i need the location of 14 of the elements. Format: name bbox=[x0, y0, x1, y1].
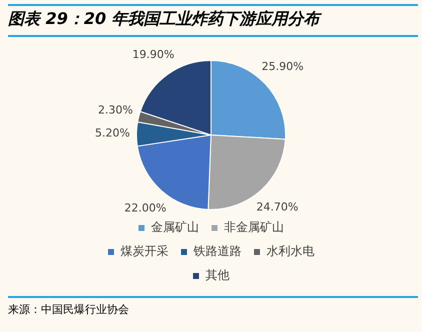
data-label: 19.90% bbox=[132, 48, 174, 61]
legend-label: 水利水电 bbox=[266, 244, 314, 258]
legend-label: 铁路道路 bbox=[192, 244, 242, 258]
data-label: 5.20% bbox=[95, 126, 130, 140]
source-note: 来源：中国民爆行业协会 bbox=[8, 296, 418, 317]
data-label: 25.90% bbox=[262, 60, 304, 74]
legend-label: 非金属矿山 bbox=[224, 220, 284, 234]
legend-label: 金属矿山 bbox=[151, 220, 199, 234]
chart-title: 图表 29：20 年我国工业炸药下游应用分布 bbox=[8, 4, 418, 37]
legend-label: 其他 bbox=[206, 268, 230, 282]
legend-label: 煤炭开采 bbox=[120, 244, 168, 258]
data-label: 2.30% bbox=[98, 104, 133, 117]
data-label: 22.00% bbox=[124, 201, 166, 214]
data-label: 24.70% bbox=[256, 200, 298, 214]
